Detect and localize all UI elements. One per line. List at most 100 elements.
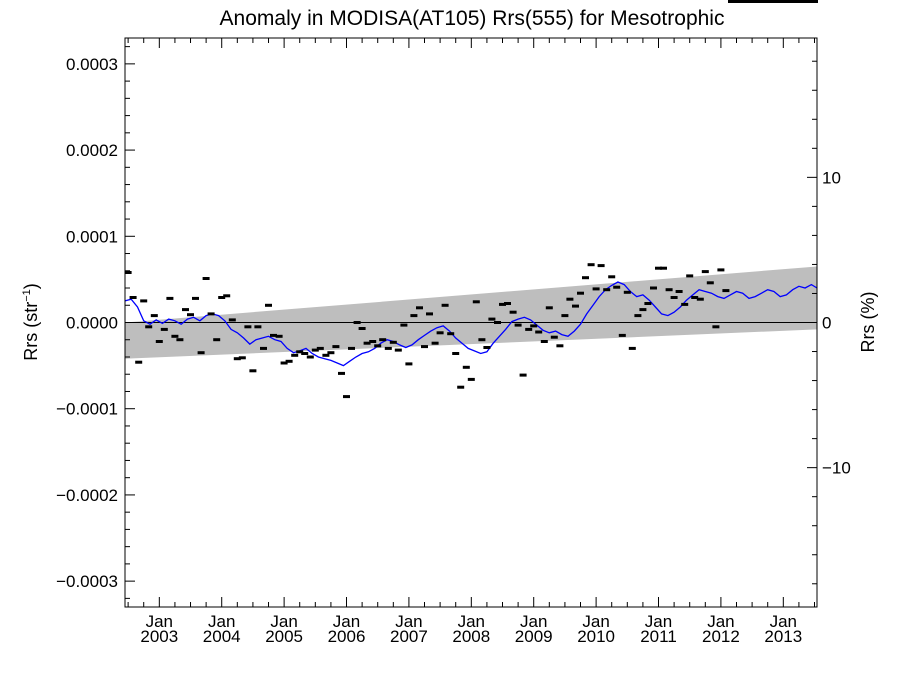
data-point [691,296,699,299]
data-point [488,317,496,321]
data-point [338,371,345,375]
y2-tick-label: −10 [822,459,851,478]
data-point [124,271,132,274]
data-point [207,312,215,316]
data-point [650,286,657,290]
x-tick-month: Jan [270,612,297,631]
data-point [665,288,673,292]
data-point [202,277,210,280]
x-tick-year: 2010 [577,627,615,646]
data-point [160,327,168,331]
data-point [447,332,455,336]
data-point [774,0,782,3]
data-point [670,296,678,299]
data-point [660,266,667,270]
x-tick-month: Jan [395,612,422,631]
data-point [613,285,621,289]
trend-series [124,281,818,367]
data-point [265,303,272,307]
data-point [467,377,475,381]
x-tick-month: Jan [333,612,360,631]
data-point [572,304,579,308]
data-point [811,0,818,3]
data-point [343,395,350,399]
y-axis-label-close: ) [21,283,41,289]
data-point [681,302,689,306]
data-point [410,314,418,318]
data-point [759,0,767,3]
data-point [306,355,314,359]
data-point [223,294,231,298]
data-point [530,324,538,328]
trend-line [124,281,818,367]
data-point [270,333,277,337]
data-point [233,357,241,361]
data-point [675,290,683,293]
data-point [733,0,740,3]
y-axis-label-base: Rrs (str [21,302,41,361]
data-point [192,296,199,300]
data-point [431,341,439,345]
data-point [618,333,626,337]
data-point [348,346,355,350]
data-point [275,334,283,338]
data-point [187,313,194,317]
data-point [457,385,465,389]
data-point [556,344,564,348]
x-tick-year: 2013 [764,627,802,646]
data-point [722,289,730,293]
data-point [525,327,533,331]
data-point [218,296,226,299]
y-tick-label: 0.0001 [66,227,118,246]
data-point [197,351,205,355]
data-point [384,346,392,350]
data-point [634,314,642,318]
anomaly-points [124,0,818,399]
data-point [478,338,486,342]
data-point [363,341,371,345]
data-point [748,0,756,3]
data-point [592,287,600,291]
data-point [254,325,262,329]
data-point [316,346,324,350]
data-point [182,308,189,312]
data-point [291,353,299,357]
x-tick-month: Jan [770,612,797,631]
data-point [421,345,428,349]
data-point [587,263,595,267]
y-axis-label-sup: −1 [21,289,33,302]
data-point [150,314,158,318]
data-point [494,321,501,324]
y2-axis-ticks: −10 0 10 [807,60,851,585]
uncertainty-band [125,266,817,359]
data-point [639,308,647,312]
data-point [405,362,413,366]
x-tick-year: 2011 [640,627,677,646]
x-tick-month: Jan [146,612,173,631]
data-point [358,327,366,330]
y2-tick-label: 0 [822,314,831,333]
data-point [582,276,589,280]
x-tick-month: Jan [458,612,485,631]
x-tick-year: 2012 [702,627,740,646]
data-point [800,0,808,3]
data-point [436,331,444,335]
x-tick-month: Jan [645,612,672,631]
data-point [769,0,777,3]
data-point [535,330,543,334]
data-point [311,348,319,352]
data-point [140,299,148,303]
x-tick-year: 2007 [390,627,428,646]
data-point [806,0,813,3]
data-point [519,373,527,377]
y2-axis-label: Rrs (%) [858,292,878,353]
data-point [260,346,267,350]
data-point [784,0,792,3]
data-point [644,302,652,305]
data-point [738,0,745,3]
data-point [514,323,522,327]
data-point [176,338,184,342]
data-point [545,306,553,310]
data-point [228,318,236,322]
